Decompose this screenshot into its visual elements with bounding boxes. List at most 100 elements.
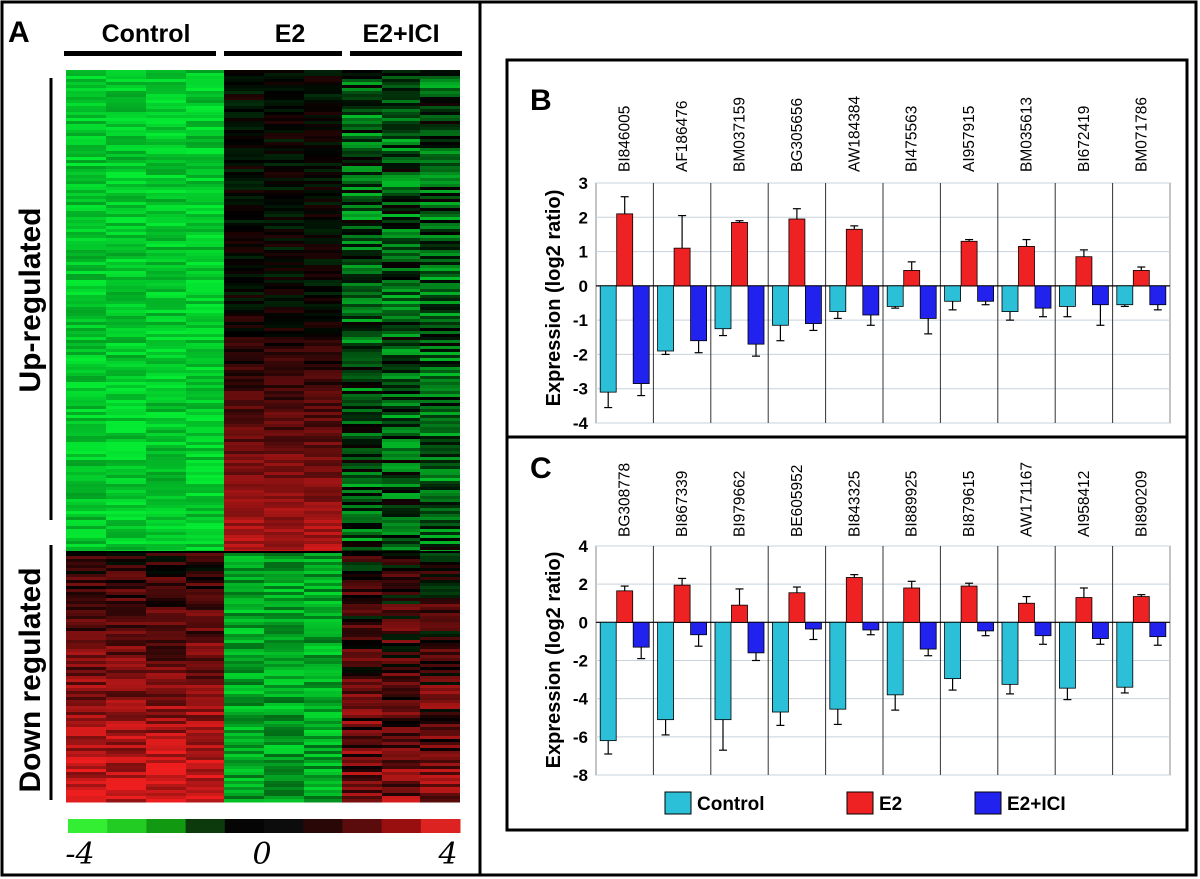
heatmap-cell — [146, 163, 186, 167]
heatmap-cell — [224, 205, 264, 209]
heatmap-cell — [342, 169, 382, 173]
heatmap-cell — [146, 106, 186, 110]
heatmap-cell — [186, 121, 224, 125]
heatmap-cell — [304, 622, 342, 626]
heatmap-cell — [106, 559, 146, 563]
heatmap-cell — [146, 91, 186, 95]
heatmap-cell — [342, 184, 382, 188]
heatmap-cell — [66, 109, 106, 113]
heatmap-cell — [382, 697, 420, 701]
heatmap-cell — [382, 121, 420, 125]
heatmap-cell — [146, 460, 186, 464]
heatmap-cell — [420, 397, 460, 401]
heatmap-cell — [146, 301, 186, 305]
heatmap-cell — [106, 148, 146, 152]
heatmap-cell — [106, 772, 146, 776]
heatmap-cell — [66, 547, 106, 551]
heatmap-cell — [146, 742, 186, 746]
heatmap-cell — [264, 463, 304, 467]
heatmap-col-bar-e2ici — [350, 51, 462, 56]
heatmap-cell — [106, 628, 146, 632]
heatmap-cell — [420, 598, 460, 602]
heatmap-cell — [304, 343, 342, 347]
heatmap-cell — [264, 214, 304, 218]
heatmap-cell — [420, 799, 460, 803]
heatmap-cell — [342, 457, 382, 461]
heatmap-cell — [420, 337, 460, 341]
heatmap-cell — [342, 172, 382, 176]
heatmap-cell — [186, 151, 224, 155]
heatmap-cell — [186, 490, 224, 494]
heatmap-cell — [66, 259, 106, 263]
heatmap-cell — [186, 79, 224, 83]
heatmap-cell — [304, 85, 342, 89]
heatmap-cell — [382, 592, 420, 596]
heatmap-cell — [264, 580, 304, 584]
heatmap-cell — [420, 265, 460, 269]
heatmap-cell — [382, 799, 420, 803]
heatmap-cell — [106, 607, 146, 611]
heatmap-cell — [66, 166, 106, 170]
category-label: BM037159 — [732, 97, 749, 172]
heatmap-cell — [146, 394, 186, 398]
heatmap-cell — [146, 151, 186, 155]
heatmap-cell — [66, 583, 106, 587]
heatmap-cell — [382, 565, 420, 569]
heatmap-cell — [342, 331, 382, 335]
heatmap-cell — [106, 700, 146, 704]
heatmap-cell — [106, 760, 146, 764]
legend-e2ici-label: E2+ICI — [1007, 794, 1066, 815]
heatmap-cell — [420, 583, 460, 587]
heatmap-cell — [146, 604, 186, 608]
heatmap-cell — [106, 640, 146, 644]
heatmap-cell — [382, 166, 420, 170]
heatmap-cell — [420, 301, 460, 305]
heatmap-cell — [264, 490, 304, 494]
heatmap-cell — [342, 385, 382, 389]
heatmap-cell — [146, 409, 186, 413]
heatmap-cell — [224, 412, 264, 416]
heatmap-cell — [146, 772, 186, 776]
heatmap-cell — [224, 433, 264, 437]
heatmap-cell — [224, 526, 264, 530]
heatmap-cell — [106, 580, 146, 584]
heatmap-cell — [106, 742, 146, 746]
heatmap-cell — [382, 790, 420, 794]
heatmap-cell — [66, 277, 106, 281]
heatmap-cell — [106, 751, 146, 755]
heatmap-cell — [106, 739, 146, 743]
heatmap-cell — [264, 247, 304, 251]
heatmap-cell — [106, 136, 146, 140]
heatmap-cell — [146, 133, 186, 137]
heatmap-cell — [342, 574, 382, 578]
heatmap-cell — [66, 721, 106, 725]
heatmap-cell — [264, 364, 304, 368]
heatmap-cell — [304, 223, 342, 227]
heatmap-cell — [264, 694, 304, 698]
heatmap-cell — [420, 304, 460, 308]
heatmap-cell — [264, 115, 304, 119]
heatmap-cell — [224, 391, 264, 395]
heatmap-cell — [186, 289, 224, 293]
heatmap-cell — [146, 88, 186, 92]
heatmap-cell — [304, 73, 342, 77]
heatmap-cell — [224, 445, 264, 449]
bar-control — [1001, 621, 1019, 685]
heatmap-cell — [186, 526, 224, 530]
heatmap-cell — [66, 202, 106, 206]
heatmap-cell — [186, 118, 224, 122]
category-label: BG308778 — [617, 463, 634, 537]
heatmap-cell — [146, 76, 186, 80]
heatmap-cell — [382, 235, 420, 239]
heatmap-cell — [146, 505, 186, 509]
bar-control — [657, 285, 674, 352]
heatmap-cell — [342, 676, 382, 680]
heatmap-cell — [146, 727, 186, 731]
heatmap-cell — [382, 577, 420, 581]
heatmap-cell — [342, 745, 382, 749]
heatmap-cell — [224, 322, 264, 326]
heatmap-cell — [224, 469, 264, 473]
heatmap-cell — [382, 127, 420, 131]
heatmap-cell — [420, 379, 460, 383]
heatmap-cell — [224, 679, 264, 683]
